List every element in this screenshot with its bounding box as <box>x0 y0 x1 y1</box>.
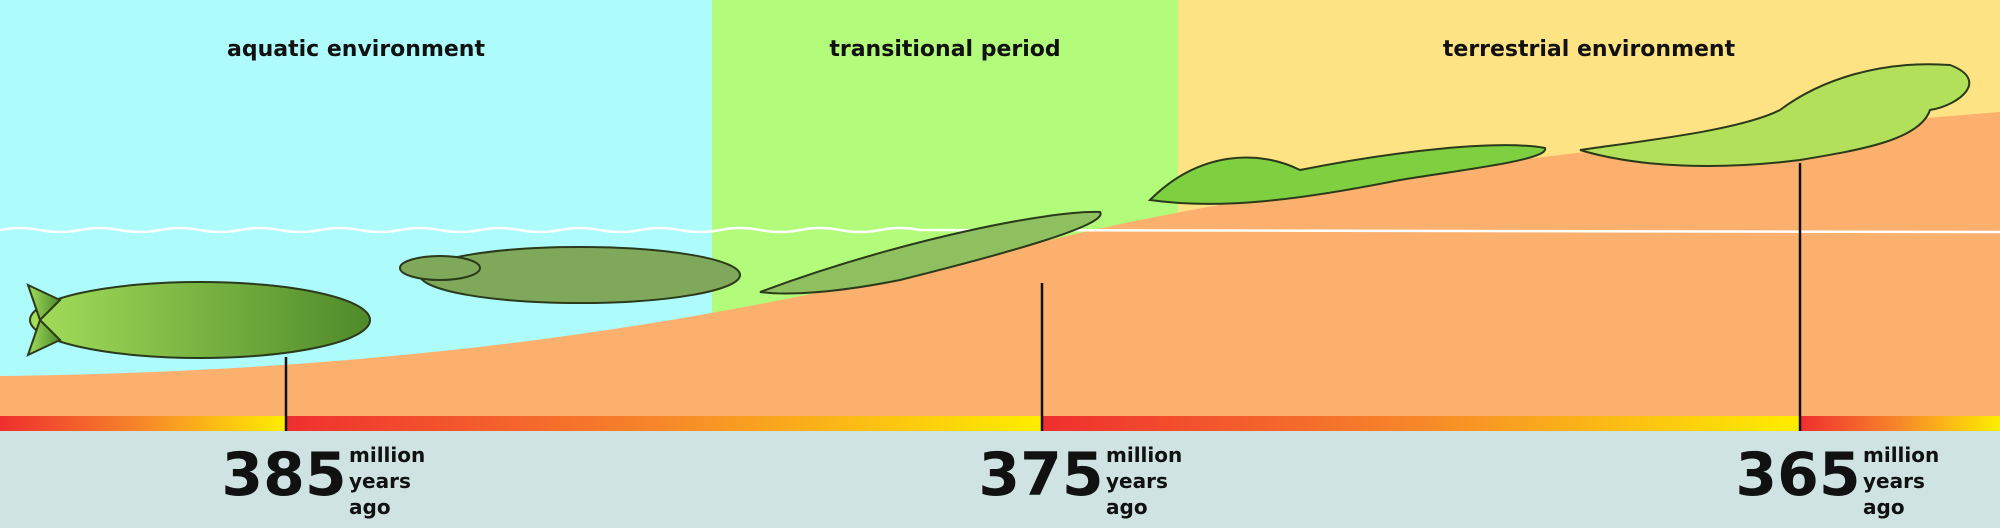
time-bar <box>1042 416 1800 431</box>
time-unit: years <box>1863 469 1925 493</box>
time-bar <box>0 416 286 431</box>
bottom-band <box>0 431 2000 528</box>
time-bar <box>1800 416 2000 431</box>
zone-label: aquatic environment <box>227 37 485 62</box>
time-number: 375 <box>978 440 1103 510</box>
animal-lobefin <box>399 246 741 304</box>
animal-tetrapod <box>1579 63 1971 167</box>
time-number: 365 <box>1735 440 1860 510</box>
zone-label: transitional period <box>829 37 1060 62</box>
time-unit: million <box>1863 443 1939 467</box>
time-unit: million <box>1106 443 1182 467</box>
ground <box>0 112 2000 416</box>
time-unit: million <box>349 443 425 467</box>
time-bar <box>286 416 1042 431</box>
time-unit: years <box>1106 469 1168 493</box>
animal-ichthyostega <box>1147 144 1546 205</box>
zone-label: terrestrial environment <box>1443 37 1736 62</box>
animal-tiktaalik <box>759 210 1102 295</box>
time-unit: ago <box>1106 495 1148 519</box>
time-unit: ago <box>1863 495 1905 519</box>
water-line <box>0 226 2000 234</box>
animal-fish <box>26 281 371 359</box>
time-number: 385 <box>221 440 346 510</box>
time-unit: years <box>349 469 411 493</box>
time-unit: ago <box>349 495 391 519</box>
